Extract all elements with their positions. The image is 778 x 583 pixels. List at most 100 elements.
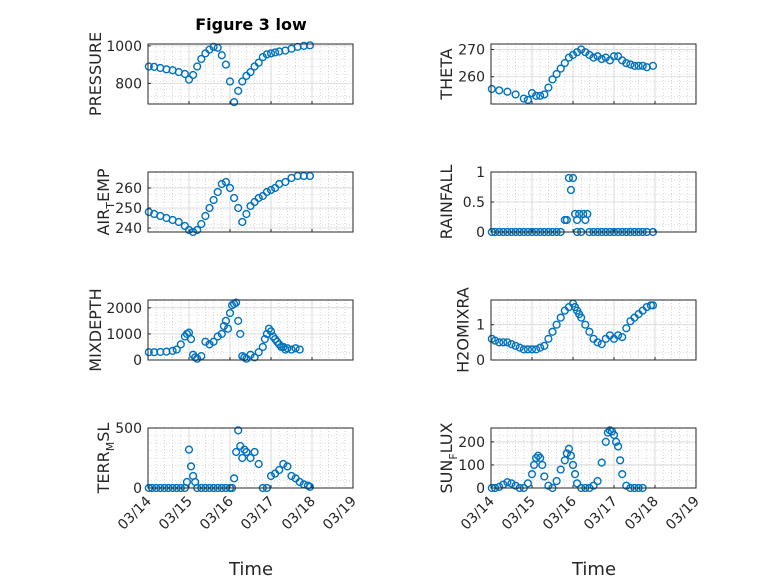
y-axis-label-main: PRESSURE [86,32,105,116]
data-point [180,69,190,79]
data-point [626,60,635,69]
x-tick-label: 03/17 [581,494,621,534]
data-point [254,58,263,67]
y-tick-label: 1 [476,165,485,181]
data-point [209,337,218,346]
data-point [217,329,226,339]
data-point [544,481,553,490]
data-point [193,62,202,71]
y-axis-label: MIXDEPTH [86,288,105,371]
data-point [597,340,606,349]
data-point [487,84,496,94]
data-point [223,324,233,333]
data-point [250,353,259,362]
y-tick-label: 1000 [106,39,142,55]
data-point [281,177,290,187]
data-point [254,193,263,203]
y-axis-label-tail: LUX [437,422,456,453]
y-tick-label: 240 [115,221,142,237]
data-point [262,187,272,197]
x-tick-label: 03/16 [540,493,580,533]
data-point [495,338,504,347]
data-point [593,338,602,347]
data-point [250,447,259,457]
data-point [205,203,214,213]
axes-box [147,427,354,489]
x-tick-label: 03/19 [663,494,703,534]
data-point [275,465,284,475]
data-point [589,53,598,62]
data-point [246,453,255,463]
data-point [144,62,153,71]
data-point [548,327,557,336]
data-point [266,471,276,481]
y-axis-label-subscript: M [104,442,117,452]
data-point [234,426,243,435]
y-tick-label: 260 [115,181,142,197]
data-point [523,95,533,105]
x-tick-label: 03/18 [279,494,319,534]
data-point [242,209,251,219]
data-point [213,187,222,197]
data-point [246,350,255,359]
data-point [540,472,549,481]
data-point [193,354,202,363]
data-point [279,459,288,469]
data-point [511,90,520,99]
data-point [234,203,243,213]
data-point [570,470,580,479]
data-point [583,209,592,219]
data-point [219,321,228,331]
data-point [609,52,619,61]
data-point [230,193,239,203]
data-point [540,341,549,350]
data-point [622,481,631,490]
data-point [566,185,576,195]
data-point [197,219,206,229]
data-point [258,342,267,352]
y-tick-label: 2000 [106,301,142,317]
data-point [575,209,584,219]
data-point [552,476,561,486]
data-point [186,335,196,344]
y-tick-label: 260 [458,70,485,86]
y-axis-label: SUNFLUX [437,422,460,493]
data-point [507,479,516,488]
data-point [618,332,627,342]
data-point [491,336,500,345]
data-point [503,87,512,96]
x-tick-label: 03/15 [156,494,196,534]
data-point [213,332,222,341]
axes-box [147,43,354,105]
data-point [511,481,520,490]
data-point [523,479,533,488]
data-point [234,316,243,325]
data-point [283,462,292,471]
y-axis-label: RAINFALL [437,165,456,240]
data-point [597,54,606,64]
y-tick-label: 500 [115,421,142,437]
data-point [503,478,512,487]
y-tick-label: 0.5 [463,195,485,211]
data-point [266,49,276,58]
data-point [184,225,194,235]
data-point [585,327,594,336]
data-point [519,94,528,103]
data-point [221,60,231,69]
data-point [552,69,561,79]
data-point [507,340,516,349]
data-point [201,337,210,346]
data-point [548,75,557,84]
data-point [540,90,549,99]
data-point [184,75,194,84]
data-point [544,334,553,343]
data-point [562,449,571,458]
data-point [613,52,623,61]
data-point [260,335,269,344]
data-point [238,217,247,227]
data-point [616,456,625,465]
data-point [648,301,658,310]
data-point [240,445,249,454]
y-axis-label: TERRMSL [94,423,117,495]
